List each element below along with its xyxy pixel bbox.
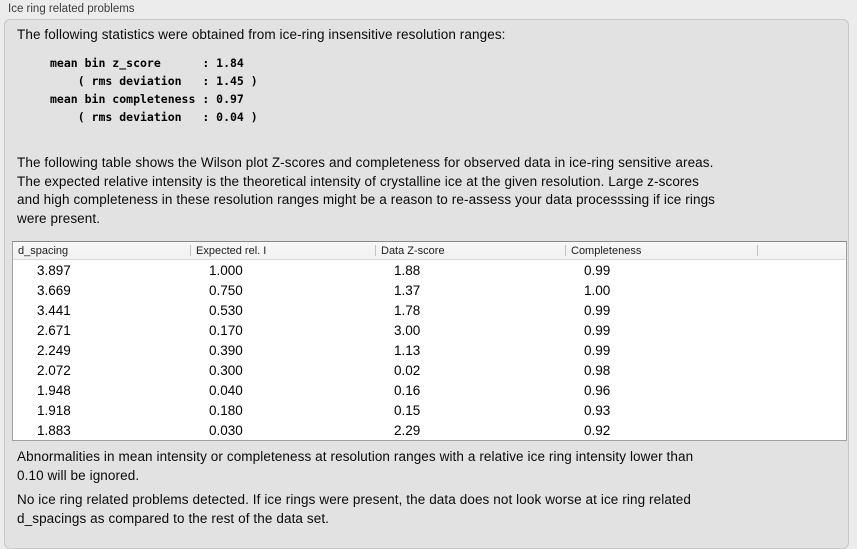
cell-data-z-score: 1.13 [394,342,421,358]
cell-d-spacing: 2.671 [37,322,71,338]
cell-spacer [758,420,846,440]
cell-spacer [758,280,846,300]
cell-d-spacing: 1.948 [37,382,71,398]
cell-d-spacing: 2.249 [37,342,71,358]
cell-d-spacing: 2.072 [37,362,71,378]
cell-d-spacing: 1.883 [37,422,71,438]
cell-spacer [758,360,846,380]
intro-text: The following statistics were obtained f… [17,27,506,42]
column-header-data-z-score[interactable]: Data Z-score [376,242,566,260]
cell-spacer [758,320,846,340]
cell-data-z-score: 0.02 [394,362,421,378]
table-row[interactable]: 1.948 0.040 0.16 0.96 [13,380,846,400]
panel-title: Ice ring related problems [8,3,135,15]
table-row[interactable]: 2.249 0.390 1.13 0.99 [13,340,846,360]
table-row[interactable]: 3.441 0.530 1.78 0.99 [13,300,846,320]
cell-expected-rel-i: 0.180 [209,402,243,418]
cell-expected-rel-i: 0.750 [209,282,243,298]
note-text: Abnormalities in mean intensity or compl… [17,449,694,483]
column-header-spacer [758,242,846,260]
cell-completeness: 0.99 [584,342,611,358]
cell-data-z-score: 0.15 [394,402,421,418]
ice-ring-table: d_spacing Expected rel. I Data Z-score C… [12,241,847,441]
cell-completeness: 0.92 [584,422,611,438]
cell-spacer [758,340,846,360]
table-row[interactable]: 3.897 1.000 1.88 0.99 [13,260,846,280]
cell-completeness: 1.00 [584,282,611,298]
cell-data-z-score: 1.78 [394,302,421,318]
cell-completeness: 0.99 [584,262,611,278]
description-text: The following table shows the Wilson plo… [17,155,716,226]
cell-expected-rel-i: 0.040 [209,382,243,398]
cell-d-spacing: 1.918 [37,402,71,418]
cell-expected-rel-i: 1.000 [209,262,243,278]
cell-data-z-score: 2.29 [394,422,421,438]
column-header-d-spacing[interactable]: d_spacing [13,242,191,260]
cell-completeness: 0.99 [584,322,611,338]
cell-expected-rel-i: 0.530 [209,302,243,318]
cell-spacer [758,300,846,320]
stats-block: mean bin z_score : 1.84 ( rms deviation … [50,56,258,124]
cell-data-z-score: 1.88 [394,262,421,278]
cell-expected-rel-i: 0.390 [209,342,243,358]
cell-data-z-score: 0.16 [394,382,421,398]
table-header-row: d_spacing Expected rel. I Data Z-score C… [13,242,846,260]
cell-expected-rel-i: 0.300 [209,362,243,378]
cell-d-spacing: 3.669 [37,282,71,298]
cell-completeness: 0.98 [584,362,611,378]
cell-completeness: 0.99 [584,302,611,318]
cell-data-z-score: 1.37 [394,282,421,298]
table-row[interactable]: 3.669 0.750 1.37 1.00 [13,280,846,300]
ice-ring-group-box: The following statistics were obtained f… [4,19,849,549]
column-header-completeness[interactable]: Completeness [566,242,758,260]
table-row[interactable]: 2.671 0.170 3.00 0.99 [13,320,846,340]
cell-expected-rel-i: 0.170 [209,322,243,338]
cell-spacer [758,380,846,400]
table-row[interactable]: 1.883 0.030 2.29 0.92 [13,420,846,440]
cell-completeness: 0.93 [584,402,611,418]
column-header-expected-rel-i[interactable]: Expected rel. I [191,242,376,260]
cell-d-spacing: 3.897 [37,262,71,278]
table-row[interactable]: 2.072 0.300 0.02 0.98 [13,360,846,380]
cell-d-spacing: 3.441 [37,302,71,318]
table-row[interactable]: 1.918 0.180 0.15 0.93 [13,400,846,420]
cell-spacer [758,400,846,420]
cell-expected-rel-i: 0.030 [209,422,243,438]
cell-spacer [758,260,846,280]
cell-data-z-score: 3.00 [394,322,421,338]
cell-completeness: 0.96 [584,382,611,398]
conclusion-text: No ice ring related problems detected. I… [17,492,692,526]
